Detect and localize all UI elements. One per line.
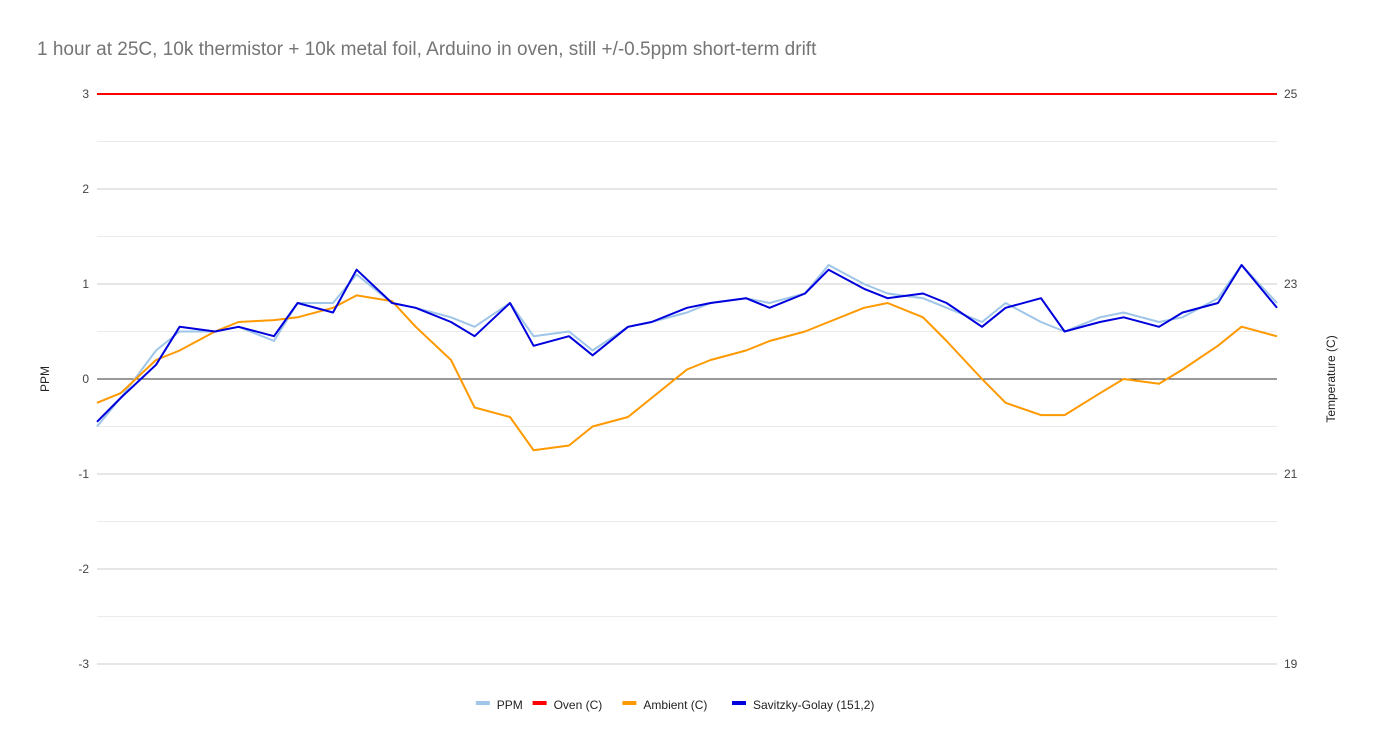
legend-label: Oven (C) xyxy=(554,698,603,712)
legend-item: Oven (C) xyxy=(532,698,603,712)
legend-swatch xyxy=(622,701,637,705)
y-axis-right-label: Temperature (C) xyxy=(1324,335,1338,422)
legend-item: Ambient (C) xyxy=(622,698,707,712)
chart-title: 1 hour at 25C, 10k thermistor + 10k meta… xyxy=(37,39,817,60)
series-group xyxy=(96,93,1278,452)
y-axis-left-tick-label: 3 xyxy=(82,87,89,101)
y-axis-left-tick-label: 0 xyxy=(82,372,89,386)
y-axis-left-tick-label: 2 xyxy=(82,182,89,196)
legend-label: Savitzky-Golay (151,2) xyxy=(753,698,874,712)
y-axis-right-tick-label: 19 xyxy=(1284,657,1298,671)
y-axis-left-tick-label: -2 xyxy=(78,562,89,576)
y-axis-left-tick-label: -3 xyxy=(78,657,89,671)
legend-label: Ambient (C) xyxy=(643,698,707,712)
series-line xyxy=(96,294,1278,452)
y-axis-right-tick-label: 25 xyxy=(1284,87,1298,101)
legend-item: PPM xyxy=(475,698,523,712)
y-axis-right-tick-label: 23 xyxy=(1284,277,1298,291)
y-axis-left-ticks: -3 -2 -1 0 1 2 3 xyxy=(78,87,89,671)
series-line xyxy=(96,264,1278,423)
legend-swatch xyxy=(732,701,746,705)
y-axis-left-tick-label: 1 xyxy=(82,277,89,291)
legend: PPM Oven (C) Ambient (C) Savitzky-Golay (15… xyxy=(475,698,874,712)
legend-item: Savitzky-Golay (151,2) xyxy=(732,698,874,712)
series-line xyxy=(96,264,1278,428)
y-axis-left-label: PPM xyxy=(38,366,52,392)
legend-swatch xyxy=(532,701,547,705)
legend-label: PPM xyxy=(497,698,523,712)
y-axis-right-tick-label: 21 xyxy=(1284,467,1298,481)
y-axis-right-ticks: 19 21 23 25 xyxy=(1284,87,1298,671)
legend-swatch xyxy=(475,701,490,705)
y-axis-left-tick-label: -1 xyxy=(78,467,89,481)
